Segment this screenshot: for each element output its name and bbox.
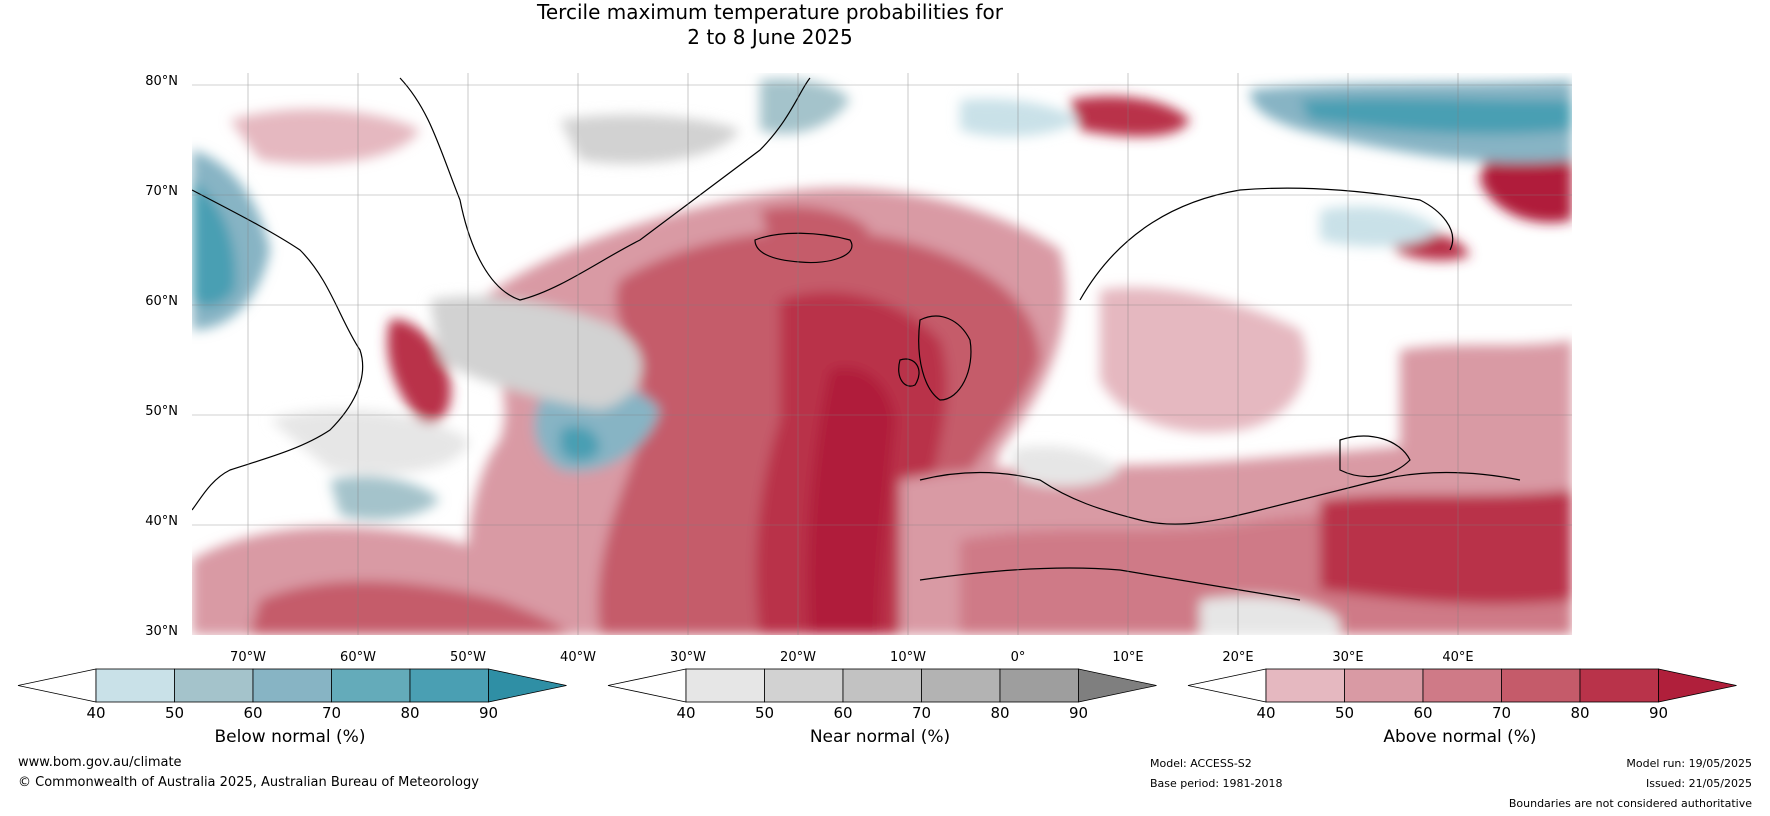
colorbar-below-tick-label: 60: [243, 704, 262, 722]
colorbar-near-segment: [764, 668, 844, 703]
footer-disclaimer: Boundaries are not considered authoritat…: [1508, 797, 1752, 810]
lon-label-40e: 40°E: [1442, 650, 1474, 665]
colorbar-above-extend-high: [1658, 668, 1737, 703]
footer-model-run: Model run: 19/05/2025: [1626, 757, 1752, 770]
lon-label-60w: 60°W: [340, 650, 376, 665]
colorbar-above-tick-label: 70: [1492, 704, 1511, 722]
colorbar-above-segment: [1422, 668, 1502, 703]
footer-model: Model: ACCESS-S2: [1150, 757, 1252, 770]
lat-label-40n: 40°N: [145, 514, 178, 529]
colorbar-near-segment: [921, 668, 1001, 703]
colorbar-near-tick-label: 70: [912, 704, 931, 722]
colorbar-near-extend-high: [1078, 668, 1157, 703]
graticule: [192, 73, 1572, 635]
colorbar-above-segment: [1501, 668, 1581, 703]
lon-label-10w: 10°W: [890, 650, 926, 665]
colorbar-below-segment: [95, 668, 175, 703]
colorbar-near-segment: [999, 668, 1079, 703]
lat-label-60n: 60°N: [145, 294, 178, 309]
title-line-2: 2 to 8 June 2025: [687, 25, 853, 49]
colorbar-above-segment: [1265, 668, 1345, 703]
colorbar-below-segment: [409, 668, 489, 703]
colorbar-near-tick-label: 60: [833, 704, 852, 722]
colorbar-above-tick-label: 50: [1335, 704, 1354, 722]
lat-label-80n: 80°N: [145, 74, 178, 89]
colorbar-title-near: Near normal (%): [809, 727, 951, 747]
lon-label-40w: 40°W: [560, 650, 596, 665]
colorbar-below-segment: [174, 668, 254, 703]
colorbar-below-extend-high: [488, 668, 567, 703]
map-title: Tercile maximum temperature probabilitie…: [0, 0, 1700, 50]
lon-label-30w: 30°W: [670, 650, 706, 665]
footer-issued: Issued: 21/05/2025: [1645, 777, 1752, 790]
colorbar-below-tick-label: 80: [400, 704, 419, 722]
colorbar-above-segment: [1344, 668, 1424, 703]
colorbar-below-tick-label: 70: [322, 704, 341, 722]
lon-label-0: 0°: [1010, 650, 1026, 665]
colorbar-above-tick-label: 60: [1413, 704, 1432, 722]
colorbar-title-below: Below normal (%): [214, 727, 366, 747]
colorbar-below-tick-label: 50: [165, 704, 184, 722]
colorbar-above-tick-label: 40: [1256, 704, 1275, 722]
lat-label-50n: 50°N: [145, 404, 178, 419]
colorbar-above-tick-label: 90: [1649, 704, 1668, 722]
colorbar-above-extend-low: [1187, 668, 1267, 703]
colorbar-below-extend-low: [17, 668, 97, 703]
colorbar-below-tick-label: 40: [86, 704, 105, 722]
lon-label-10e: 10°E: [1112, 650, 1144, 665]
lon-label-50w: 50°W: [450, 650, 486, 665]
title-line-1: Tercile maximum temperature probabilitie…: [537, 0, 1003, 24]
colorbar-title-above: Above normal (%): [1383, 727, 1537, 747]
probability-field: [192, 73, 1572, 635]
lon-label-20w: 20°W: [780, 650, 816, 665]
footer-copyright: © Commonwealth of Australia 2025, Austra…: [18, 775, 479, 790]
colorbar-near-segment: [685, 668, 765, 703]
footer-site: www.bom.gov.au/climate: [18, 755, 182, 770]
colorbar-near-tick-label: 80: [990, 704, 1009, 722]
lon-label-70w: 70°W: [230, 650, 266, 665]
colorbar-near-tick-label: 90: [1069, 704, 1088, 722]
colorbar-near-tick-label: 40: [676, 704, 695, 722]
colorbar-above-segment: [1579, 668, 1659, 703]
lat-label-30n: 30°N: [145, 624, 178, 639]
colorbar-below-segment: [331, 668, 411, 703]
footer-base-period: Base period: 1981-2018: [1150, 777, 1283, 790]
colorbar-near-segment: [842, 668, 922, 703]
colorbar-near-extend-low: [607, 668, 687, 703]
colorbar-below-tick-label: 90: [479, 704, 498, 722]
lat-label-70n: 70°N: [145, 184, 178, 199]
colorbar-near-tick-label: 50: [755, 704, 774, 722]
colorbars: 40 50 60 70 80 90 40 50 60 70 80 90 40 50 60 70 80 90: [17, 668, 1737, 722]
lon-label-30e: 30°E: [1332, 650, 1364, 665]
colorbar-below-segment: [252, 668, 332, 703]
lon-label-20e: 20°E: [1222, 650, 1254, 665]
coastlines: [192, 77, 1521, 601]
colorbar-above-tick-label: 80: [1570, 704, 1589, 722]
